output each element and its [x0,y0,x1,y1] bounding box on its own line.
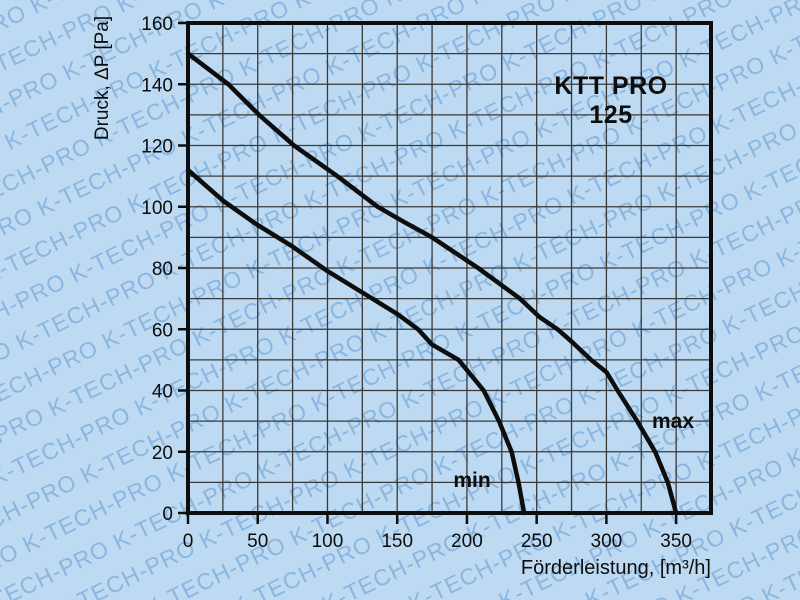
y-tick-label: 140 [141,75,173,96]
x-tick-label: 200 [451,531,483,552]
y-tick-label: 60 [152,320,173,341]
curve-max [185,51,679,516]
x-tick-label: 50 [247,531,268,552]
x-tick-label: 250 [521,531,553,552]
x-tick-label: 350 [660,531,692,552]
x-tick-label: 0 [183,531,194,552]
x-tick-label: 100 [312,531,344,552]
x-tick-label: 150 [381,531,413,552]
chart-title: KTT PRO 125 [554,72,668,129]
plot-border [186,21,713,515]
y-tick-label: 160 [141,14,173,35]
y-tick-label: 40 [152,382,173,403]
y-tick-label: 120 [141,137,173,158]
y-tick-label: 20 [152,443,173,464]
curve-label-max: max [651,410,695,433]
y-tick-label: 0 [162,504,173,525]
x-axis-title: Förderleistung, [m³/h] [520,557,711,579]
y-tick-label: 80 [152,259,173,280]
y-tick-label: 100 [141,198,173,219]
y-axis-title: Druck, ΔP [Pa] [92,15,113,141]
curve-label-min: min [453,469,491,492]
curve-min [185,167,527,516]
x-tick-label: 300 [591,531,623,552]
